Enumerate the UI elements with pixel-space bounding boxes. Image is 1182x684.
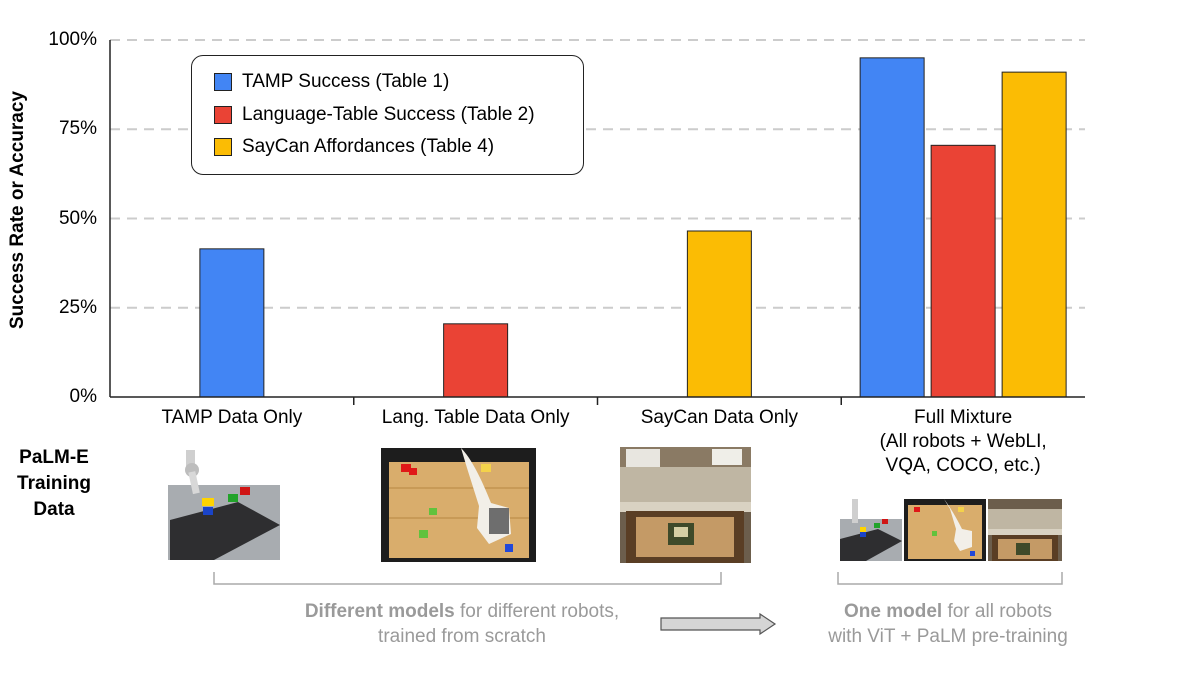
legend-item-tamp: TAMP Success (Table 1) [214, 69, 449, 95]
thumbnail-mix-tamp [840, 499, 902, 561]
caption-right-line1: One model for all robots [800, 599, 1096, 624]
caption-different-models: Different models for different robots, t… [262, 599, 662, 649]
legend-label-saycan: SayCan Affordances (Table 4) [242, 136, 495, 157]
caption-one-model: One model for all robots with ViT + PaLM… [800, 599, 1096, 649]
training-data-text: PaLM-E Training Data [17, 447, 91, 520]
caption-right-rest: for all robots [942, 601, 1052, 622]
bar-saycan-cat3 [1001, 71, 1067, 398]
legend-label-language-table: Language-Table Success (Table 2) [242, 104, 535, 125]
y-tick-label: 25% [58, 296, 97, 318]
caption-left-line2: trained from scratch [378, 626, 546, 647]
legend-label-tamp: TAMP Success (Table 1) [242, 71, 450, 92]
y-tick-label: 100% [48, 29, 97, 50]
y-tick-label: 0% [69, 386, 97, 407]
thumbnail-mix-saycan [988, 499, 1062, 561]
bar-tamp-cat3 [859, 57, 925, 398]
legend-swatch-tamp [214, 73, 232, 91]
legend-swatch-saycan [214, 138, 232, 156]
legend: TAMP Success (Table 1) Language-Table Su… [191, 55, 584, 175]
x-tick-label: Lang. Table Data Only [381, 407, 570, 428]
thumbnail-language-table [381, 448, 536, 562]
x-tick-label: SayCan Data Only [640, 407, 799, 428]
bracket-left [213, 572, 722, 585]
bracket-right [837, 572, 1063, 585]
thumbnail-mix-language-table [904, 499, 986, 561]
y-tick-label: 50% [58, 207, 97, 229]
brackets [213, 572, 1063, 636]
legend-item-language-table: Language-Table Success (Table 2) [214, 102, 535, 128]
bar-saycan-cat2 [686, 230, 752, 398]
caption-left-rest: for different robots, [454, 601, 620, 622]
bar-language-table-cat3 [930, 144, 996, 398]
thumbnail-tamp [168, 450, 280, 560]
x-tick-label: Full Mixture (All robots + WebLI, VQA, C… [879, 407, 1047, 476]
y-tick-label: 75% [58, 118, 97, 140]
caption-right-bold: One model [843, 601, 943, 622]
caption-left-line1: Different models for different robots, [262, 599, 662, 624]
training-data-label: PaLM-E Training Data [0, 445, 108, 523]
thumbnail-saycan [620, 447, 751, 563]
bar-language-table-cat1 [443, 323, 509, 398]
x-tick-label: TAMP Data Only [161, 407, 303, 428]
legend-item-saycan: SayCan Affordances (Table 4) [214, 134, 494, 160]
arrow [660, 612, 777, 636]
legend-swatch-language-table [214, 106, 232, 124]
caption-left-bold: Different models [304, 601, 455, 622]
bar-tamp-cat0 [199, 248, 265, 398]
caption-right-line2: with ViT + PaLM pre-training [828, 626, 1068, 647]
